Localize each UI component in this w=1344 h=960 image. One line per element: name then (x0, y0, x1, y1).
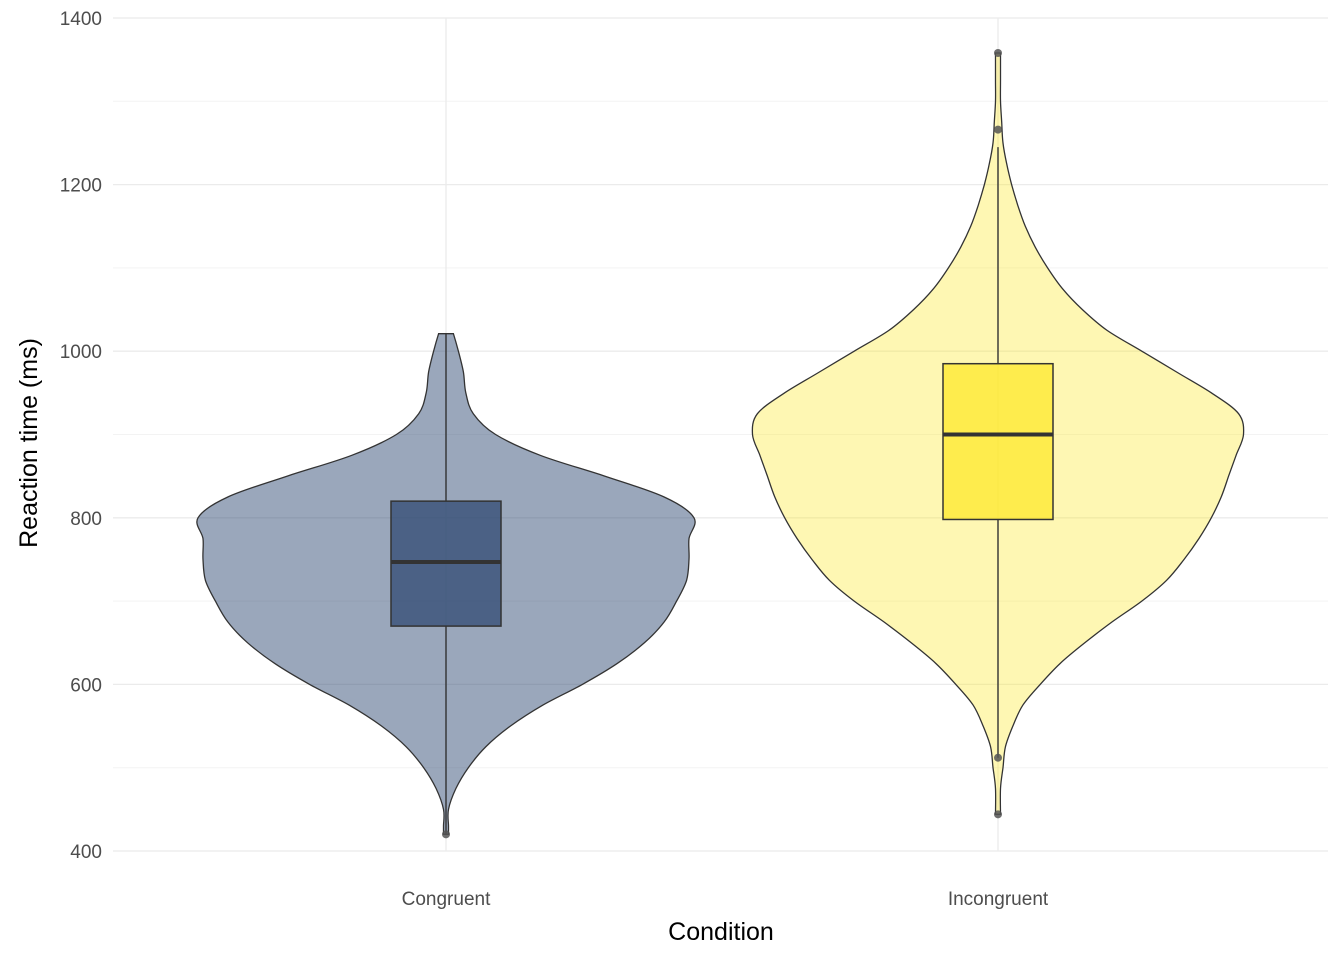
y-tick-label: 800 (70, 509, 102, 530)
outlier-point (994, 125, 1002, 134)
y-tick-labels: 400 600 800 1000 1200 1400 (60, 9, 102, 863)
violins (196, 52, 1245, 835)
y-tick-label: 400 (70, 842, 102, 863)
outlier-point (994, 810, 1002, 819)
y-axis-title: Reaction time (ms) (15, 338, 43, 548)
outlier-point (994, 48, 1002, 57)
y-tick-label: 1400 (60, 9, 102, 30)
outlier-point (994, 753, 1002, 762)
y-tick-label: 1200 (60, 176, 102, 197)
x-tick-label: Incongruent (948, 889, 1049, 910)
y-tick-label: 1000 (60, 342, 102, 363)
outlier-point (442, 830, 450, 839)
x-axis-title: Condition (668, 918, 774, 946)
box-incongruent (942, 362, 1054, 521)
y-tick-label: 600 (70, 675, 102, 696)
x-tick-label: Congruent (402, 889, 491, 910)
x-tick-labels: Congruent Incongruent (402, 889, 1049, 910)
boxplots (390, 48, 1054, 839)
